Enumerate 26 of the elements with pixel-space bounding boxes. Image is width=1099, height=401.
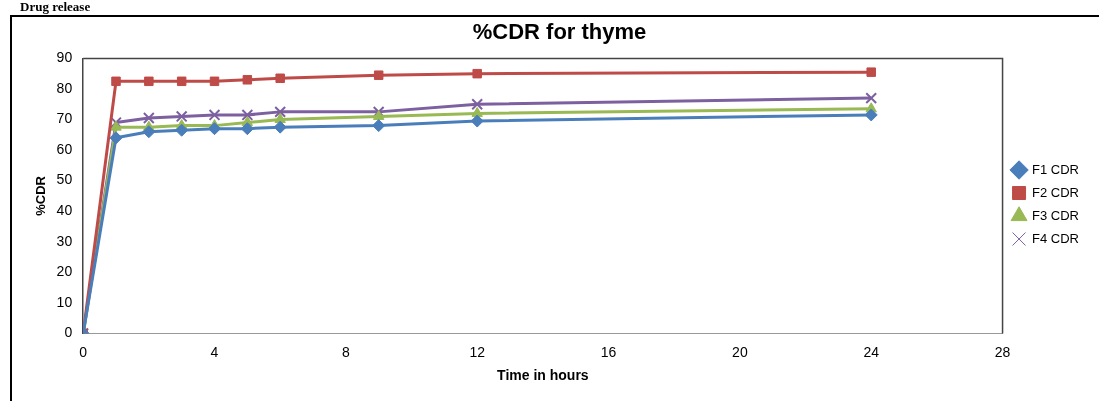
x-tick-label: 8 <box>341 343 350 360</box>
legend-label: F2 CDR <box>1032 184 1080 200</box>
y-tick-label: 10 <box>56 293 73 310</box>
y-tick-label: 90 <box>56 49 73 66</box>
legend-label: F3 CDR <box>1032 207 1080 223</box>
y-tick-label: 80 <box>56 79 73 96</box>
x-tick-label: 4 <box>210 343 219 360</box>
y-tick-label: 30 <box>56 232 73 249</box>
y-tick-label: 50 <box>56 171 73 188</box>
y-axis-title: %CDR <box>33 175 49 216</box>
x-tick-label: 20 <box>732 343 748 360</box>
legend-label: F1 CDR <box>1032 161 1080 177</box>
y-tick-label: 20 <box>56 263 73 280</box>
text: Drug release <box>20 0 91 14</box>
y-tick-label: 70 <box>56 110 73 127</box>
x-axis-title: Time in hours <box>497 367 589 384</box>
legend-label: F4 CDR <box>1032 230 1080 246</box>
x-tick-label: 16 <box>600 343 617 360</box>
x-tick-label: 0 <box>79 343 88 360</box>
x-tick-label: 12 <box>469 343 486 360</box>
y-tick-label: 0 <box>64 324 73 341</box>
y-tick-label: 60 <box>56 140 73 157</box>
x-tick-label: 24 <box>863 343 880 360</box>
x-tick-label: 28 <box>994 343 1011 360</box>
y-tick-label: 40 <box>56 202 73 219</box>
chart-title: %CDR for thyme <box>472 19 647 45</box>
